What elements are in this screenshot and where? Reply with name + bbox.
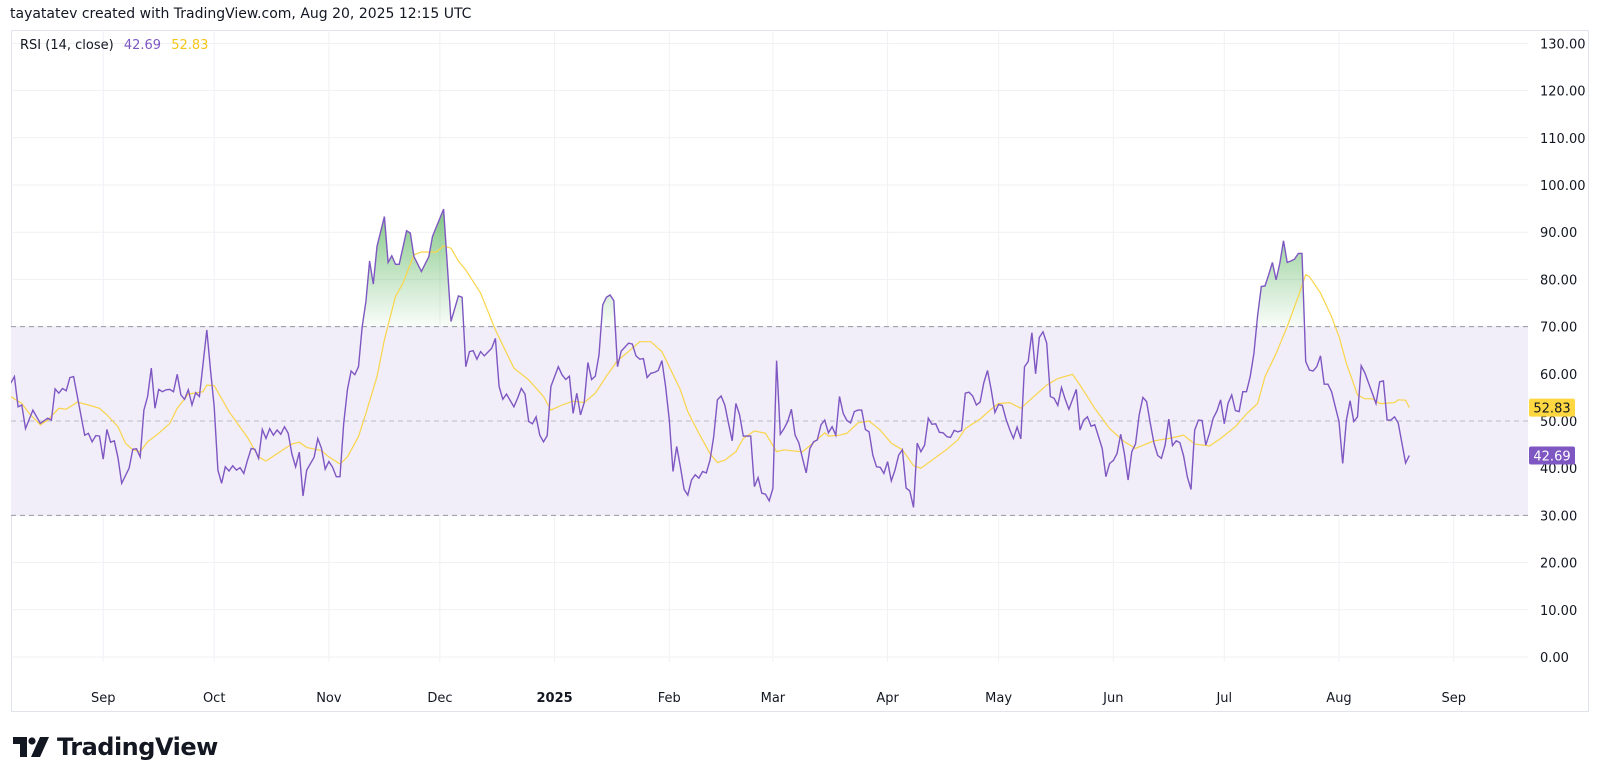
y-tick-label: 10.00 — [1540, 604, 1577, 619]
price-axis[interactable]: 130.00 120.00 110.00 100.00 90.00 80.00 70.00 6… — [1540, 37, 1586, 666]
ma-badge-text: 52.83 — [1533, 402, 1570, 417]
y-tick-label: 50.00 — [1540, 415, 1577, 430]
indicator-name: RSI (14, close) — [20, 38, 114, 53]
y-tick-label: 80.00 — [1540, 273, 1577, 288]
x-tick-label: Sep — [91, 691, 116, 706]
tradingview-logo-icon — [13, 737, 49, 757]
overbought-fill — [10, 209, 1410, 327]
x-tick-label: Sep — [1441, 691, 1466, 706]
attribution-text: tayatatev created with TradingView.com, … — [10, 6, 472, 22]
y-tick-label: 70.00 — [1540, 321, 1577, 336]
x-tick-label: Mar — [761, 691, 786, 706]
y-tick-label: 110.00 — [1540, 132, 1586, 147]
time-axis[interactable]: Sep Oct Nov Dec 2025 Feb Mar Apr May Jun Jul Aug Sep — [91, 691, 1466, 706]
x-tick-label: May — [985, 691, 1012, 706]
rsi-badge — [1529, 446, 1575, 465]
rsi-line — [11, 208, 1410, 508]
rsi-value: 42.69 — [123, 38, 162, 53]
y-tick-label: 40.00 — [1540, 462, 1577, 477]
x-tick-label: Apr — [876, 691, 899, 706]
tradingview-logo[interactable]: TradingView — [13, 733, 218, 761]
x-tick-label: Dec — [427, 691, 452, 706]
y-tick-label: 30.00 — [1540, 509, 1577, 524]
y-tick-label: 60.00 — [1540, 368, 1577, 383]
y-tick-label: 20.00 — [1540, 557, 1577, 572]
ma-badge — [1529, 398, 1575, 417]
last-value-badges: 52.83 42.69 — [1529, 398, 1575, 465]
x-tick-label: Jun — [1102, 691, 1123, 706]
ma-value: 52.83 — [171, 38, 209, 53]
rsi-badge-text: 42.69 — [1533, 450, 1570, 465]
indicator-legend[interactable]: RSI (14, close) 42.69 52.83 — [20, 38, 214, 53]
logo-text: TradingView — [57, 733, 218, 761]
rsi-ma-line — [11, 245, 1410, 469]
x-tick-label: Oct — [203, 691, 225, 706]
x-tick-label: Aug — [1326, 691, 1351, 706]
x-tick-label: 2025 — [537, 691, 573, 706]
y-tick-label: 120.00 — [1540, 85, 1586, 100]
y-tick-label: 0.00 — [1540, 651, 1569, 666]
y-tick-label: 130.00 — [1540, 37, 1586, 52]
x-tick-label: Jul — [1215, 691, 1232, 706]
x-tick-label: Feb — [658, 691, 681, 706]
y-tick-label: 90.00 — [1540, 226, 1577, 241]
y-tick-label: 100.00 — [1540, 179, 1586, 194]
x-tick-label: Nov — [316, 691, 342, 706]
